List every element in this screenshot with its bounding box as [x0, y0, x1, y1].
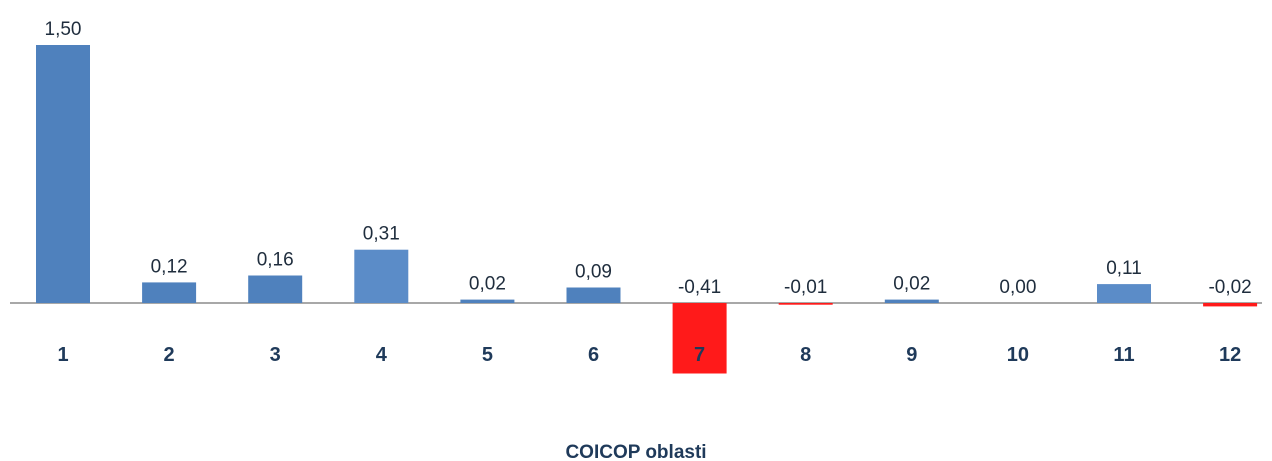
category-label-10: 10 [1007, 344, 1029, 366]
category-label-1: 1 [57, 344, 68, 366]
category-label-6: 6 [588, 344, 599, 366]
value-label-4: 0,31 [363, 224, 400, 245]
category-label-11: 11 [1113, 344, 1134, 366]
bars-group [36, 45, 1258, 374]
bar-7 [672, 303, 727, 374]
category-label-2: 2 [164, 344, 175, 366]
bar-1 [36, 45, 90, 303]
bar-4 [354, 249, 409, 303]
value-label-11: 0,11 [1106, 258, 1142, 279]
value-label-3: 0,16 [257, 250, 294, 271]
bar-3 [248, 275, 303, 303]
bar-6 [566, 287, 621, 303]
category-labels-group: 1 2 3 4 5 6 7 8 9 10 11 12 [57, 344, 1241, 366]
x-axis-title: COICOP oblasti [565, 442, 706, 461]
bar-9 [884, 299, 939, 303]
value-label-1: 1,50 [45, 19, 82, 40]
bar-8 [778, 303, 833, 305]
value-label-5: 0,02 [469, 274, 506, 295]
value-label-8: -0,01 [784, 277, 827, 298]
value-label-9: 0,02 [893, 274, 930, 295]
bar-5 [460, 299, 515, 303]
value-labels-group: 1,50 0,12 0,16 0,31 0,02 0,09 -0,41 -0,01 0,02 0,… [45, 19, 1252, 298]
category-label-3: 3 [270, 344, 281, 366]
value-label-12: -0,02 [1208, 277, 1251, 298]
bar-2 [142, 282, 197, 303]
value-label-6: 0,09 [575, 262, 612, 283]
category-label-9: 9 [906, 344, 917, 366]
category-label-5: 5 [482, 344, 493, 366]
category-label-8: 8 [800, 344, 811, 366]
category-label-4: 4 [376, 344, 388, 366]
bar-11 [1097, 284, 1151, 303]
category-label-12: 12 [1219, 344, 1241, 366]
value-label-7: -0,41 [678, 277, 721, 298]
bar-12 [1203, 303, 1258, 307]
value-label-10: 0,00 [999, 277, 1036, 298]
category-label-7: 7 [694, 344, 705, 366]
value-label-2: 0,12 [151, 256, 188, 277]
